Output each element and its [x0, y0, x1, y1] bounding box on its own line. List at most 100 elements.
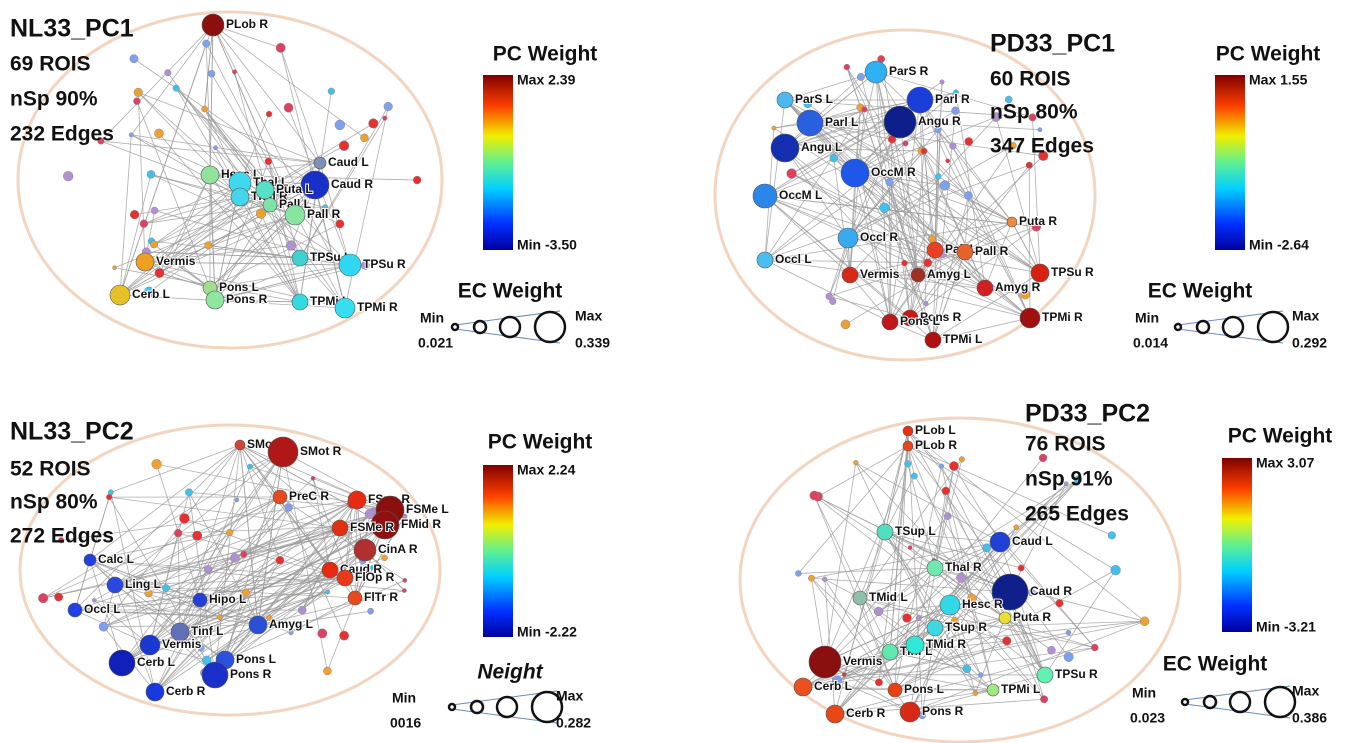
node [263, 198, 277, 212]
small-node [328, 88, 335, 95]
node-label: Parl R [935, 92, 970, 106]
node [906, 636, 924, 654]
node [202, 662, 228, 688]
small-node [63, 171, 73, 181]
node [146, 683, 164, 701]
small-node [413, 176, 421, 184]
small-node [217, 615, 222, 620]
colorbar [1215, 75, 1245, 250]
node-label: Vermis [843, 654, 883, 668]
node-label: Pons L [900, 314, 940, 328]
small-node [155, 268, 164, 277]
node [201, 166, 219, 184]
node [841, 159, 869, 187]
small-node [384, 102, 393, 111]
node [940, 595, 960, 615]
colorbar [483, 75, 513, 250]
ec-max-word: Max [1292, 683, 1319, 699]
small-node [203, 40, 210, 47]
edge [765, 100, 785, 260]
small-node [276, 43, 285, 52]
node [273, 490, 287, 504]
edge-count: 265 Edges [1025, 503, 1129, 526]
node [900, 702, 920, 722]
small-node [1047, 646, 1055, 654]
ec-circle [1204, 696, 1216, 708]
node [903, 426, 913, 436]
small-node [335, 120, 345, 130]
small-node [276, 556, 284, 564]
small-node [1140, 617, 1149, 626]
node-label: OccM R [871, 165, 916, 179]
edge [120, 135, 131, 295]
roi-count: 76 ROIS [1025, 433, 1106, 456]
node-label: Pons L [904, 682, 944, 696]
node-label: ParS L [795, 92, 833, 106]
roi-count: 52 ROIS [10, 458, 91, 481]
node [771, 134, 799, 162]
ec-legend-title: EC Weight [1163, 653, 1268, 676]
node [314, 157, 326, 169]
node [911, 268, 925, 282]
edge-count: 272 Edges [10, 525, 114, 548]
edge-count: 347 Edges [990, 135, 1094, 158]
pc-max: Max 1.55 [1249, 72, 1308, 88]
small-node [318, 629, 327, 638]
small-node [965, 137, 973, 145]
ec-min-word: Min [420, 310, 444, 326]
node [903, 441, 913, 451]
panel-title: PD33_PC1 [990, 30, 1115, 58]
small-node [956, 573, 966, 583]
ec-circle [500, 317, 520, 337]
small-node [151, 207, 158, 214]
ec-max-word: Max [575, 308, 602, 324]
node [84, 554, 96, 566]
small-node [924, 259, 932, 267]
node-label: Hipo L [209, 592, 246, 606]
small-node [965, 191, 973, 199]
small-node [950, 143, 957, 150]
node [285, 205, 305, 225]
ec-min-word: Min [1132, 685, 1156, 701]
node-label: Caud R [1030, 584, 1072, 598]
node [206, 291, 224, 309]
node-label: TMid L [869, 590, 908, 604]
node-label: Angu R [918, 114, 961, 128]
node-label: Caud L [328, 155, 369, 169]
node [202, 14, 224, 36]
node [235, 440, 245, 450]
small-node [940, 181, 950, 191]
small-node [284, 103, 293, 112]
small-node [857, 73, 864, 80]
ec-circle [1197, 321, 1209, 333]
small-node [208, 70, 215, 77]
small-node [369, 119, 379, 129]
small-node [902, 260, 908, 266]
node-label: Pons R [922, 704, 964, 718]
small-node [113, 266, 117, 270]
ec-max: 0.292 [1292, 335, 1327, 351]
small-node [192, 531, 201, 540]
node [853, 591, 867, 605]
sparsity: nSp 90% [10, 88, 98, 111]
sparsity: nSp 80% [10, 491, 98, 514]
ec-circle [449, 704, 455, 710]
node [110, 285, 130, 305]
small-node [99, 622, 108, 631]
small-node [174, 529, 182, 537]
node-label: Angu L [801, 140, 842, 154]
node-label: TMid R [926, 637, 966, 651]
small-node [323, 667, 331, 675]
small-node [204, 565, 212, 573]
node-label: TPSu R [363, 257, 406, 271]
ec-min: 0.023 [1130, 710, 1165, 726]
small-node [173, 85, 179, 91]
node [957, 244, 973, 260]
node [794, 678, 812, 696]
small-node [266, 111, 272, 117]
small-node [946, 159, 950, 163]
node-label: PLob L [915, 423, 956, 437]
node [977, 280, 993, 296]
panel: ParS RParS LParl RParl LAngu RAngu LOccM… [715, 30, 1327, 360]
